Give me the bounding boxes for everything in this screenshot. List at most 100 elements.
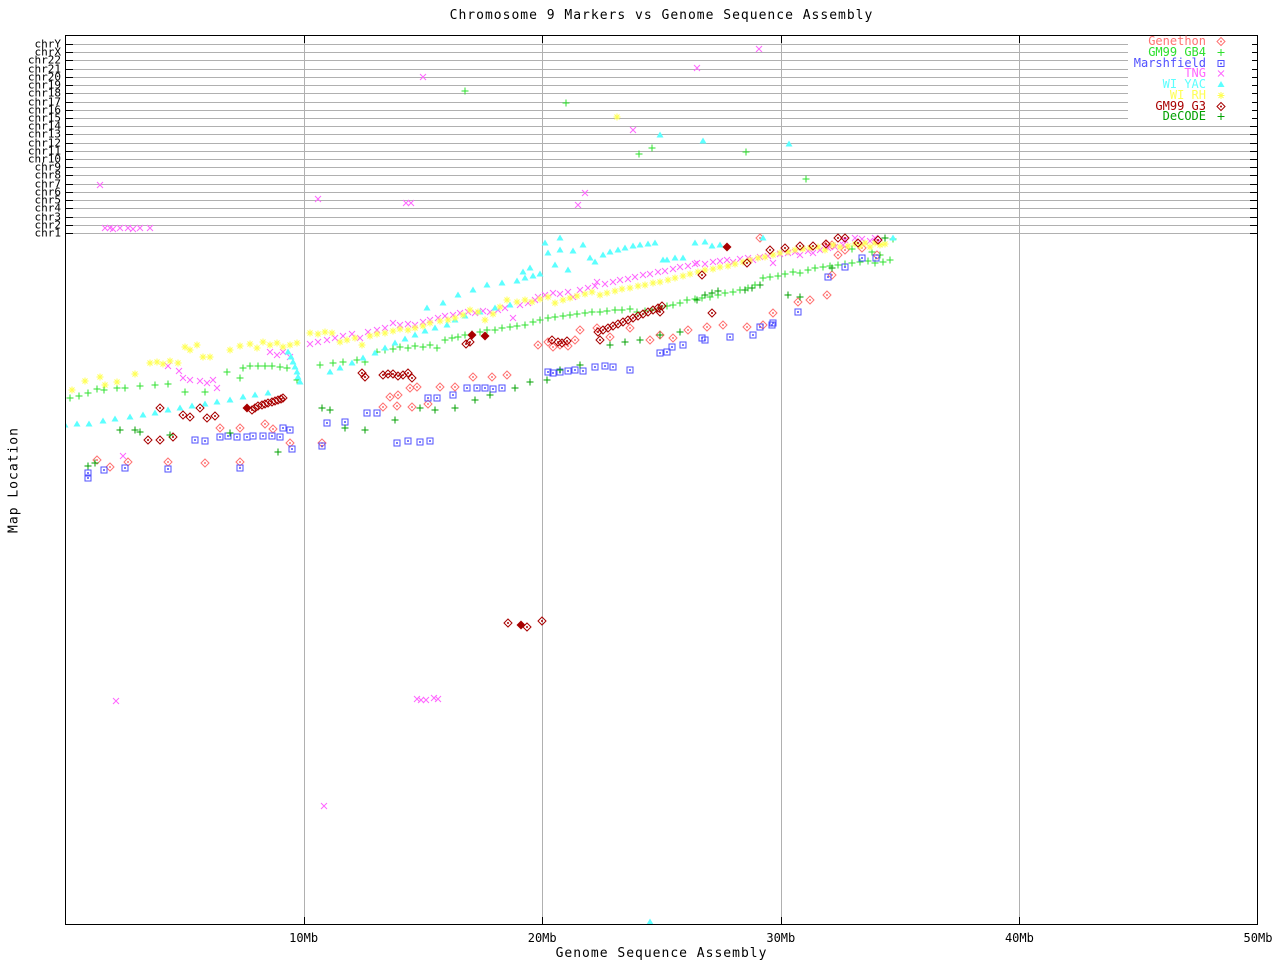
point (809, 249, 817, 257)
point (812, 245, 814, 247)
point (769, 259, 777, 267)
point (498, 324, 506, 332)
point (502, 370, 512, 380)
chromosome-label: chr11 (27, 144, 61, 158)
point (139, 411, 147, 418)
point (739, 258, 747, 266)
point (699, 137, 707, 144)
point (634, 282, 642, 290)
point (627, 319, 629, 321)
legend-label: WI YAC (1162, 77, 1206, 92)
point (772, 322, 774, 324)
point (314, 338, 322, 346)
point (378, 402, 388, 412)
point (797, 311, 799, 313)
point (246, 436, 248, 438)
point (344, 421, 346, 423)
point (834, 261, 842, 269)
point (591, 363, 599, 371)
point (656, 331, 664, 339)
point (864, 257, 872, 265)
x-tick-label: 40Mb (1004, 931, 1034, 945)
point (651, 239, 659, 246)
point (579, 367, 587, 375)
point (289, 358, 297, 365)
point (723, 256, 731, 264)
point (293, 368, 301, 375)
point (306, 340, 314, 348)
point (861, 239, 869, 247)
point (195, 403, 205, 413)
point (326, 406, 334, 414)
point (199, 353, 207, 361)
point (407, 440, 409, 442)
point (566, 294, 574, 302)
point (819, 263, 827, 271)
point (196, 377, 204, 385)
point (259, 338, 267, 346)
point (84, 469, 92, 477)
point (480, 331, 490, 341)
point (556, 234, 564, 241)
point (264, 423, 266, 425)
point (566, 311, 574, 319)
point (503, 618, 513, 628)
point (261, 362, 269, 370)
point (549, 369, 557, 377)
point (875, 257, 877, 259)
point (625, 323, 635, 333)
point (877, 239, 879, 241)
point (422, 696, 430, 704)
point (279, 343, 287, 351)
point (561, 342, 563, 344)
point (389, 396, 391, 398)
point (236, 374, 244, 382)
point (466, 387, 468, 389)
point (623, 315, 633, 325)
point (306, 329, 314, 337)
point (611, 287, 619, 295)
point (586, 254, 594, 261)
point (389, 327, 397, 335)
point (411, 406, 413, 408)
point (622, 321, 624, 323)
point (611, 306, 619, 314)
point (529, 272, 537, 279)
point (643, 307, 653, 317)
point (112, 697, 120, 705)
point (872, 254, 880, 262)
point (407, 199, 415, 207)
point (802, 175, 810, 183)
point (167, 461, 169, 463)
point (613, 319, 623, 329)
point (563, 341, 573, 351)
point (547, 341, 549, 343)
point (318, 404, 326, 412)
point (387, 373, 389, 375)
point (780, 243, 790, 253)
point (597, 331, 599, 333)
legend-label: TNG (1184, 66, 1206, 81)
point (1217, 91, 1225, 99)
point (439, 386, 441, 388)
point (876, 241, 884, 249)
point (636, 241, 644, 248)
point (236, 436, 238, 438)
series-tng (96, 45, 882, 810)
point (755, 45, 763, 53)
point (769, 251, 777, 259)
point (746, 262, 748, 264)
point (796, 293, 804, 301)
point (636, 336, 644, 344)
point (407, 373, 417, 383)
point (146, 359, 154, 367)
point (579, 241, 587, 248)
point (176, 404, 184, 411)
point (175, 367, 183, 375)
point (687, 329, 689, 331)
point (382, 374, 384, 376)
point (746, 256, 754, 264)
point (629, 242, 637, 249)
point (666, 351, 668, 353)
point (848, 245, 856, 253)
